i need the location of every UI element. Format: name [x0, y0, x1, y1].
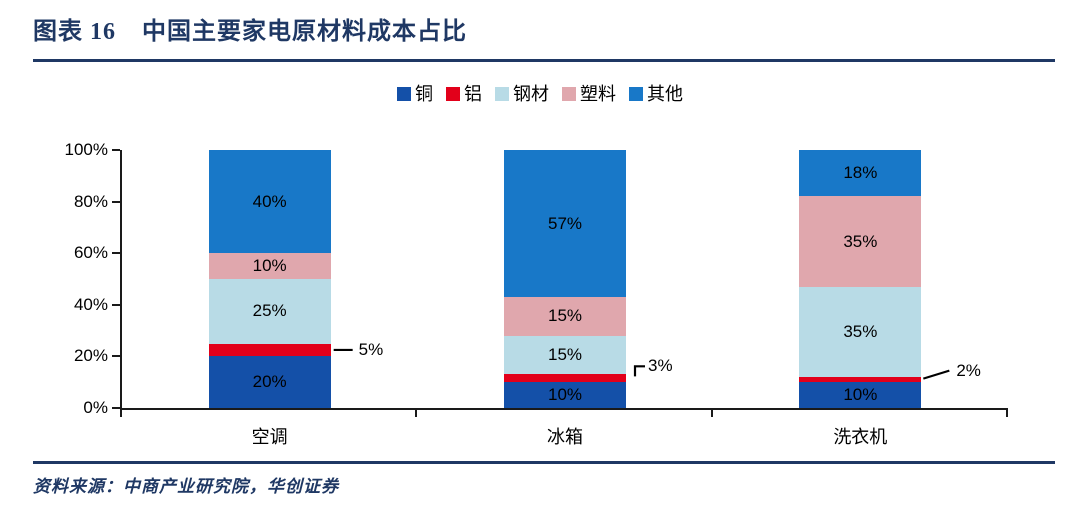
bar-segment-铜-洗衣机 — [799, 382, 922, 408]
bar-value-label: 10% — [547, 385, 583, 405]
callout-label: 3% — [648, 356, 673, 376]
bar-value-label: 10% — [843, 385, 878, 405]
category-label: 冰箱 — [546, 427, 583, 447]
bar-value-label: 20% — [252, 372, 287, 392]
legend-swatch-icon — [495, 87, 509, 101]
bar-segment-铝-洗衣机 — [799, 377, 922, 383]
bar-segment-钢材-冰箱 — [504, 335, 626, 375]
legend-label: 铜 — [415, 84, 433, 104]
legend-item: 其他 — [629, 85, 683, 103]
bar-segment-其他-洗衣机 — [799, 150, 922, 197]
bar-value-label: 15% — [547, 306, 583, 326]
legend-swatch-icon — [629, 87, 643, 101]
y-axis-line — [120, 150, 122, 410]
y-tick-label: 40% — [73, 294, 108, 314]
figure-title-row: 图表 16 中国主要家电原材料成本占比 — [33, 11, 467, 46]
y-axis-tick — [112, 200, 120, 203]
figure-title: 中国主要家电原材料成本占比 — [142, 19, 467, 45]
bar-value-label: 35% — [843, 321, 878, 341]
bar-value-label: 35% — [843, 231, 878, 251]
y-tick-label: 100% — [64, 140, 108, 159]
callout-label: 5% — [358, 339, 384, 359]
x-axis-tick — [415, 410, 418, 417]
y-axis-tick — [112, 355, 120, 358]
source-text: 资料来源：中商产业研究院，华创证券 — [33, 477, 339, 496]
chart-legend: 铜 铝 钢材 塑料 其他 — [0, 85, 1080, 103]
y-tick-label: 60% — [73, 243, 108, 263]
bar-value-label: 57% — [547, 213, 583, 233]
bar-segment-钢材-洗衣机 — [799, 286, 922, 378]
callout-line — [923, 369, 950, 380]
x-axis-tick — [120, 410, 122, 417]
x-axis-tick — [1006, 410, 1008, 417]
x-axis-line — [120, 408, 1008, 410]
y-tick-label: 80% — [73, 191, 108, 211]
legend-item: 铝 — [446, 85, 482, 103]
callout-label: 2% — [956, 360, 981, 380]
title-divider — [33, 59, 1055, 62]
bar-value-label: 10% — [252, 256, 287, 276]
bar-segment-钢材-空调 — [208, 279, 331, 344]
legend-item: 钢材 — [495, 85, 549, 103]
bar-segment-塑料-冰箱 — [504, 297, 626, 336]
bar-segment-塑料-空调 — [208, 253, 331, 279]
bar-segment-铜-空调 — [208, 356, 331, 408]
bar-value-label: 18% — [843, 163, 878, 183]
legend-swatch-icon — [562, 87, 576, 101]
bar-segment-铝-空调 — [208, 343, 331, 357]
y-tick-label: 0% — [83, 398, 108, 417]
category-label: 洗衣机 — [833, 427, 888, 447]
legend-swatch-icon — [397, 87, 411, 101]
y-axis-tick — [112, 149, 120, 151]
footer-divider — [33, 461, 1055, 464]
x-axis-tick — [710, 410, 713, 417]
category-label: 空调 — [251, 427, 288, 447]
y-axis-tick — [112, 252, 120, 255]
legend-label: 塑料 — [580, 84, 616, 104]
bar-value-label: 40% — [252, 191, 287, 211]
y-axis-tick — [112, 407, 120, 409]
bar-segment-其他-冰箱 — [504, 150, 626, 298]
bar-segment-铜-冰箱 — [504, 382, 626, 408]
figure-label: 图表 16 — [33, 19, 116, 45]
legend-label: 钢材 — [513, 84, 549, 104]
bar-segment-塑料-洗衣机 — [799, 196, 922, 287]
bar-segment-铝-冰箱 — [504, 374, 626, 383]
legend-swatch-icon — [446, 87, 460, 101]
y-tick-label: 20% — [73, 346, 108, 366]
callout-line — [633, 365, 645, 377]
bar-value-label: 25% — [252, 301, 287, 321]
y-axis-tick — [112, 303, 120, 306]
legend-label: 其他 — [647, 84, 683, 104]
legend-item: 塑料 — [562, 85, 616, 103]
legend-label: 铝 — [464, 84, 482, 104]
bar-segment-其他-空调 — [208, 150, 331, 254]
legend-item: 铜 — [397, 85, 433, 103]
bar-value-label: 15% — [547, 345, 583, 365]
